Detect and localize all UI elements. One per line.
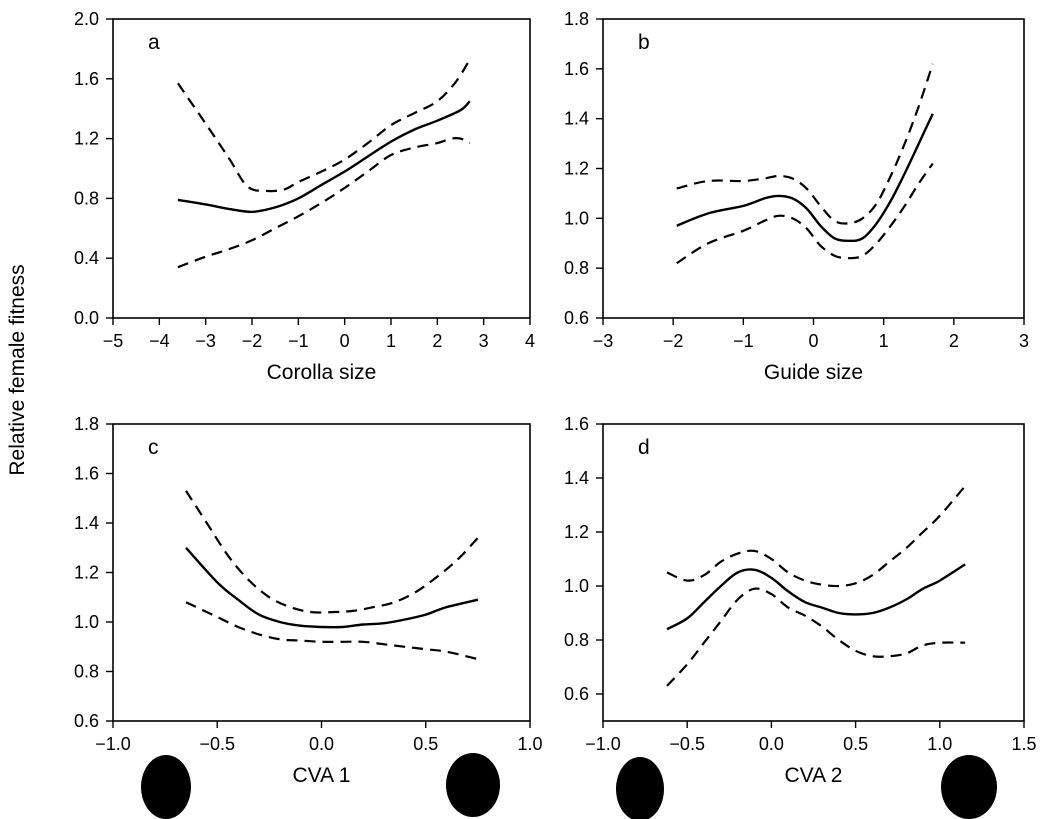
fitted-curve [666, 563, 966, 631]
x-tick-label: 0.5 [413, 734, 438, 754]
y-tick-label: 1.8 [74, 414, 99, 434]
y-tick-label: 0.4 [74, 248, 99, 268]
y-tick-label: 1.2 [74, 563, 99, 583]
panel-letter: b [638, 31, 650, 54]
y-tick-label: 1.2 [74, 129, 99, 149]
y-axis-label: Relative female fitness [6, 264, 29, 475]
lower-ci-curve [666, 587, 966, 687]
x-axis-label: CVA 1 [293, 764, 351, 787]
y-tick-label: 1.0 [564, 576, 589, 596]
upper-ci-curve [176, 58, 471, 193]
left-shape-cva1-icon [141, 755, 191, 819]
y-tick-label: 1.2 [564, 159, 589, 179]
left-shape-cva2-icon [616, 757, 664, 819]
plot-frame [112, 423, 531, 722]
x-tick-label: 2 [432, 331, 442, 351]
y-tick-label: 0.0 [74, 308, 99, 328]
upper-ci-curve [676, 63, 934, 225]
x-tick-label: −3 [195, 331, 216, 351]
fitted-curve [676, 113, 934, 243]
y-tick-label: 1.0 [74, 612, 99, 632]
panel-letter: c [148, 436, 159, 459]
x-tick-label: 4 [525, 331, 535, 351]
x-tick-label: 2 [949, 331, 959, 351]
panel-d: −1.0 −0.5 0.0 0.5 1.0 1.5 0.6 0.8 1.0 1.2 1.4 1.6 CV… [564, 414, 1037, 787]
upper-ci-curve [666, 485, 966, 588]
y-tick-label: 0.6 [564, 684, 589, 704]
panel-b: −3 −2 −1 0 1 2 3 0.6 0.8 1.0 1.2 1.4 1.6 1.8 Guide siz… [564, 9, 1029, 384]
fitted-curve [185, 546, 479, 629]
x-tick-label: −1.0 [585, 734, 621, 754]
panel-letter: d [638, 436, 650, 459]
fitted-curve [177, 100, 471, 214]
x-tick-label: −0.5 [669, 734, 705, 754]
y-tick-label: 1.2 [564, 522, 589, 542]
lower-ci-curve [177, 136, 471, 269]
x-tick-label: −1.0 [95, 734, 131, 754]
x-tick-label: 0 [340, 331, 350, 351]
x-tick-label: 0.0 [309, 734, 334, 754]
y-tick-label: 1.8 [564, 9, 589, 29]
x-tick-label: −1 [733, 331, 754, 351]
x-axis-label: Corolla size [267, 361, 377, 384]
x-tick-label: −4 [149, 331, 170, 351]
x-tick-label: −2 [242, 331, 263, 351]
y-tick-label: 2.0 [74, 9, 99, 29]
x-tick-label: 0.0 [759, 734, 784, 754]
right-shape-cva2-icon [941, 755, 997, 819]
y-tick-label: 0.6 [74, 711, 99, 731]
x-tick-label: 1.0 [517, 734, 542, 754]
upper-ci-curve [185, 490, 479, 614]
panel-a: −5 −4 −3 −2 −1 0 1 2 3 4 0.0 0.4 0.8 1.2 1.6 2.0 Corolla… [74, 9, 535, 384]
y-tick-label: 0.6 [564, 308, 589, 328]
x-tick-label: 3 [1019, 331, 1029, 351]
x-tick-label: −3 [593, 331, 614, 351]
y-tick-label: 0.8 [74, 188, 99, 208]
y-tick-label: 1.0 [564, 208, 589, 228]
x-tick-label: −0.5 [199, 734, 235, 754]
y-tick-label: 0.8 [564, 258, 589, 278]
x-tick-label: −1 [288, 331, 309, 351]
x-tick-label: 1.0 [927, 734, 952, 754]
x-tick-label: 1 [879, 331, 889, 351]
y-tick-label: 0.8 [74, 662, 99, 682]
y-tick-label: 1.4 [564, 468, 589, 488]
y-tick-label: 1.6 [74, 464, 99, 484]
x-tick-label: 0 [808, 331, 818, 351]
y-tick-label: 1.4 [74, 513, 99, 533]
shared-ylabel-svg: Relative female fitness [6, 264, 29, 475]
x-tick-label: −2 [663, 331, 684, 351]
lower-ci-curve [185, 601, 479, 661]
plot-frame [602, 423, 1025, 722]
panel-c: −1.0 −0.5 0.0 0.5 1.0 0.6 0.8 1.0 1.2 1.4 1.6 1.8 CV… [74, 414, 543, 787]
x-axis-label: CVA 2 [785, 764, 843, 787]
x-tick-label: 1 [386, 331, 396, 351]
plot-frame [112, 18, 531, 319]
lower-ci-curve [676, 162, 934, 265]
y-tick-label: 1.6 [564, 414, 589, 434]
panel-letter: a [148, 31, 160, 54]
plot-frame [602, 18, 1025, 319]
y-tick-label: 1.4 [564, 109, 589, 129]
y-tick-label: 0.8 [564, 630, 589, 650]
y-tick-label: 1.6 [564, 59, 589, 79]
x-tick-label: 0.5 [843, 734, 868, 754]
x-tick-label: 1.5 [1011, 734, 1036, 754]
x-tick-label: −5 [103, 331, 124, 351]
x-tick-label: 3 [479, 331, 489, 351]
x-axis-label: Guide size [764, 361, 863, 384]
right-shape-cva1-icon [446, 753, 500, 817]
y-tick-label: 1.6 [74, 69, 99, 89]
